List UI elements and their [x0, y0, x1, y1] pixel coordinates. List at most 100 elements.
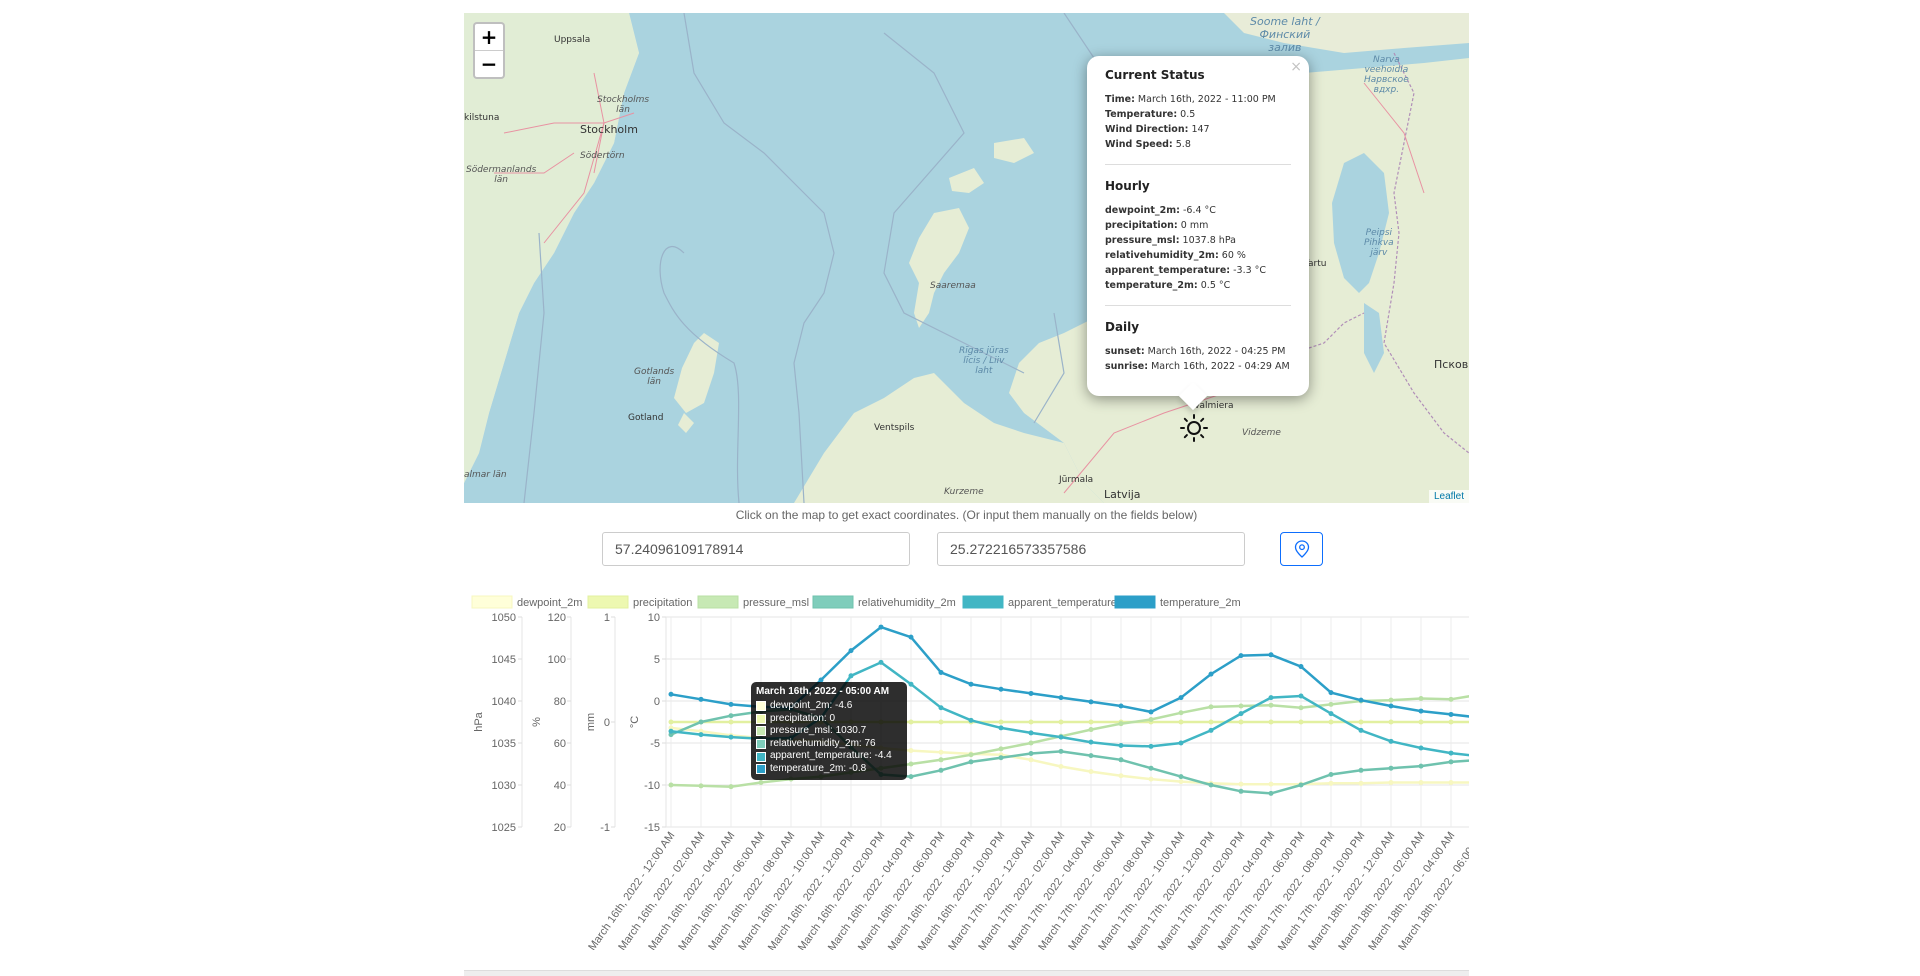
series-point-precipitation	[1418, 719, 1424, 725]
hourly-title: Hourly	[1105, 179, 1150, 193]
map-label-tartu: Tartu	[1304, 259, 1327, 269]
series-point-apparent_temperature	[1268, 695, 1274, 701]
series-point-dewpoint_2m	[1028, 757, 1034, 763]
axis-label-hpa: hPa	[473, 711, 485, 731]
series-point-precipitation	[908, 719, 914, 725]
series-point-apparent_temperature	[1448, 750, 1454, 756]
series-point-pressure_msl	[1028, 740, 1034, 746]
series-point-dewpoint_2m	[1328, 780, 1334, 786]
series-point-temperature_2m	[1388, 703, 1394, 709]
popup-close-button[interactable]: ×	[1290, 59, 1302, 75]
series-point-dewpoint_2m	[1388, 779, 1394, 785]
chart-tooltip: March 16th, 2022 - 05:00 AM dewpoint_2m:…	[751, 682, 907, 780]
legend-swatch-relativehumidity_2m	[812, 595, 854, 609]
series-point-relativehumidity_2m	[1358, 767, 1364, 773]
legend-label-precipitation: precipitation	[633, 597, 692, 609]
map-label-pihkva: Peipsi Pihkva järv	[1364, 228, 1394, 258]
current-status-title: Current Status	[1105, 68, 1205, 82]
map-label-uppsala: Uppsala	[554, 35, 591, 45]
series-point-pressure_msl	[1298, 705, 1304, 711]
series-point-apparent_temperature	[1238, 711, 1244, 717]
map-label-kurzeme: Kurzeme	[944, 487, 984, 497]
axis-tick-pct: 20	[554, 822, 566, 834]
legend-swatch-apparent_temperature	[962, 595, 1004, 609]
series-point-temperature_2m	[818, 677, 824, 683]
series-point-temperature_2m	[878, 624, 884, 630]
axis-tick-pct: 60	[554, 738, 566, 750]
series-point-pressure_msl	[938, 757, 944, 763]
series-point-temperature_2m	[1178, 695, 1184, 701]
series-point-temperature_2m	[1088, 699, 1094, 705]
map-hint: Click on the map to get exact coordinate…	[735, 508, 1198, 522]
tooltip-row-dewpoint: dewpoint_2m: -4.6	[756, 700, 902, 713]
locate-button[interactable]	[1280, 532, 1323, 566]
axis-tick-hpa: 1030	[492, 780, 516, 792]
series-point-precipitation	[1268, 719, 1274, 725]
zoom-out-button[interactable]: −	[475, 50, 503, 77]
axis-tick-pct: 120	[548, 612, 566, 624]
series-point-pressure_msl	[1418, 695, 1424, 701]
series-point-temperature_2m	[968, 681, 974, 687]
series-point-dewpoint_2m	[1178, 779, 1184, 785]
map-label-sodermanlands: Södermanlands län	[466, 165, 537, 185]
series-point-dewpoint_2m	[1118, 773, 1124, 779]
sun-icon[interactable]	[1179, 413, 1209, 443]
series-point-pressure_msl	[1088, 727, 1094, 733]
series-point-temperature_2m	[1118, 703, 1124, 709]
axis-tick-hpa: 1025	[492, 822, 516, 834]
series-point-precipitation	[668, 719, 674, 725]
axis-tick-hpa: 1045	[492, 654, 516, 666]
series-point-temperature_2m	[1358, 697, 1364, 703]
series-point-dewpoint_2m	[938, 749, 944, 755]
series-point-relativehumidity_2m	[1208, 782, 1214, 788]
latitude-input[interactable]	[602, 532, 910, 566]
leaflet-attribution[interactable]: Leaflet	[1428, 490, 1469, 503]
series-point-relativehumidity_2m	[728, 713, 734, 719]
daily-title: Daily	[1105, 320, 1140, 334]
map-label-stockholm: Stockholm	[580, 123, 638, 136]
zoom-control: + −	[473, 22, 505, 79]
series-point-relativehumidity_2m	[1268, 790, 1274, 796]
series-point-precipitation	[1388, 719, 1394, 725]
series-point-precipitation	[998, 719, 1004, 725]
axis-tick-hpa: 1050	[492, 612, 516, 624]
weather-chart[interactable]: dewpoint_2m precipitation pressure_msl rela…	[464, 590, 1469, 950]
map-pin-icon	[1294, 540, 1309, 558]
series-point-temperature_2m	[1418, 708, 1424, 714]
bottom-panel-edge	[464, 970, 1469, 976]
series-point-pressure_msl	[968, 752, 974, 758]
map-label-valmiera: Valmiera	[1194, 401, 1234, 411]
map-tiles[interactable]	[464, 13, 1469, 503]
zoom-in-button[interactable]: +	[480, 25, 498, 49]
series-point-precipitation	[1028, 719, 1034, 725]
legend-swatch-temperature_2m	[1114, 595, 1156, 609]
axis-tick-hpa: 1035	[492, 738, 516, 750]
hourly-list: dewpoint_2m: -6.4 °C precipitation: 0 mm…	[1105, 203, 1291, 293]
series-point-relativehumidity_2m	[998, 755, 1004, 761]
axis-label-c: °C	[629, 716, 641, 728]
longitude-input[interactable]	[937, 532, 1245, 566]
map-label-gotland: Gotland	[628, 413, 664, 423]
series-point-pressure_msl	[668, 782, 674, 788]
legend-label-relativehumidity_2m: relativehumidity_2m	[858, 597, 956, 609]
series-point-relativehumidity_2m	[1418, 763, 1424, 769]
daily-list: sunset: March 16th, 2022 - 04:25 PM sunr…	[1105, 344, 1291, 374]
legend-label-apparent_temperature: apparent_temperature	[1008, 597, 1117, 609]
series-point-apparent_temperature	[698, 732, 704, 738]
map[interactable]: + − Uppsala Stockholms län Stockholm Söd…	[464, 13, 1469, 503]
chart-canvas[interactable]: dewpoint_2m precipitation pressure_msl rela…	[464, 590, 1469, 950]
series-point-apparent_temperature	[1208, 727, 1214, 733]
series-point-dewpoint_2m	[1358, 780, 1364, 786]
series-point-dewpoint_2m	[1418, 779, 1424, 785]
series-point-relativehumidity_2m	[908, 774, 914, 780]
series-point-pressure_msl	[1148, 716, 1154, 722]
axis-tick-pct: 40	[554, 780, 566, 792]
legend-label-dewpoint_2m: dewpoint_2m	[517, 597, 582, 609]
map-label-stockholms-lan: Stockholms län	[597, 95, 650, 115]
hourly-apparent-temp-row: apparent_temperature: -3.3 °C	[1105, 265, 1267, 276]
axis-tick-c: 5	[654, 654, 660, 666]
axis-tick-pct: 100	[548, 654, 566, 666]
axis-tick-c: -10	[644, 780, 660, 792]
daily-sunset-row: sunset: March 16th, 2022 - 04:25 PM	[1105, 346, 1286, 357]
legend-swatch-precipitation	[587, 595, 629, 609]
